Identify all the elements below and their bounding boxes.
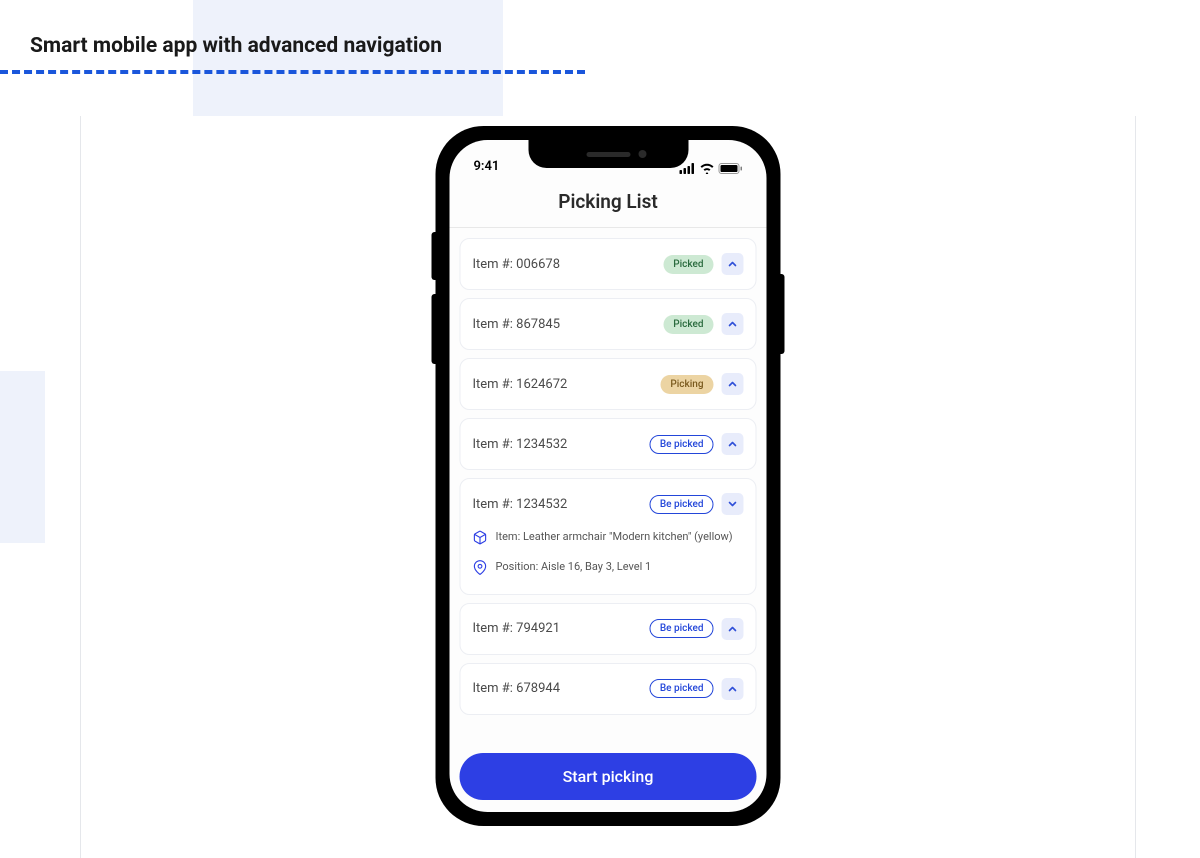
expand-button[interactable]: [722, 373, 744, 395]
screen-title: Picking List: [450, 190, 767, 213]
wifi-icon: [700, 163, 715, 174]
chevron-up-icon: [728, 624, 738, 634]
list-item[interactable]: Item #: 867845 Picked: [460, 298, 757, 350]
detail-position-text: Position: Aisle 16, Bay 3, Level 1: [496, 559, 652, 574]
collapse-button[interactable]: [722, 493, 744, 515]
battery-icon: [719, 163, 743, 174]
dashed-underline: [0, 70, 585, 74]
item-number: Item #: 1234532: [473, 497, 642, 512]
item-number: Item #: 006678: [473, 257, 656, 272]
item-details: Item: Leather armchair "Modern kitchen" …: [473, 529, 744, 580]
phone-screen: 9:41 Picking List: [450, 140, 767, 812]
status-badge-bepicked: Be picked: [650, 495, 714, 514]
status-badge-bepicked: Be picked: [650, 435, 714, 454]
pin-icon: [473, 559, 488, 579]
status-badge-bepicked: Be picked: [650, 679, 714, 698]
status-badge-picking: Picking: [660, 375, 713, 394]
start-picking-button[interactable]: Start picking: [460, 753, 757, 800]
status-time: 9:41: [474, 159, 500, 174]
box-icon: [473, 529, 488, 549]
chevron-up-icon: [728, 319, 738, 329]
signal-icon: [680, 163, 696, 174]
chevron-down-icon: [728, 499, 738, 509]
phone-notch: [528, 140, 688, 168]
list-item[interactable]: Item #: 006678 Picked: [460, 238, 757, 290]
list-item-expanded[interactable]: Item #: 1234532 Be picked Item: Leather …: [460, 478, 757, 595]
list-item[interactable]: Item #: 1234532 Be picked: [460, 418, 757, 470]
expand-button[interactable]: [722, 433, 744, 455]
list-item[interactable]: Item #: 794921 Be picked: [460, 603, 757, 655]
chevron-up-icon: [728, 439, 738, 449]
list-item[interactable]: Item #: 678944 Be picked: [460, 663, 757, 715]
screenshot-container: 9:41 Picking List: [80, 116, 1136, 858]
item-number: Item #: 678944: [473, 681, 642, 696]
chevron-up-icon: [728, 259, 738, 269]
item-number: Item #: 1624672: [473, 377, 653, 392]
item-number: Item #: 794921: [473, 621, 642, 636]
app-header: Picking List: [450, 176, 767, 228]
item-number: Item #: 867845: [473, 317, 656, 332]
status-icons: [680, 163, 743, 174]
bg-decor-left: [0, 371, 45, 543]
chevron-up-icon: [728, 379, 738, 389]
expand-button[interactable]: [722, 618, 744, 640]
expand-button[interactable]: [722, 678, 744, 700]
expand-button[interactable]: [722, 313, 744, 335]
detail-item-text: Item: Leather armchair "Modern kitchen" …: [496, 529, 733, 544]
page-heading: Smart mobile app with advanced navigatio…: [30, 34, 442, 58]
status-badge-picked: Picked: [663, 315, 713, 334]
bg-decor-top: [193, 0, 503, 116]
chevron-up-icon: [728, 684, 738, 694]
phone-frame: 9:41 Picking List: [436, 126, 781, 826]
status-badge-picked: Picked: [663, 255, 713, 274]
item-number: Item #: 1234532: [473, 437, 642, 452]
list-item[interactable]: Item #: 1624672 Picking: [460, 358, 757, 410]
status-badge-bepicked: Be picked: [650, 619, 714, 638]
picking-list: Item #: 006678 Picked Item #: 867845 Pic…: [450, 228, 767, 745]
expand-button[interactable]: [722, 253, 744, 275]
